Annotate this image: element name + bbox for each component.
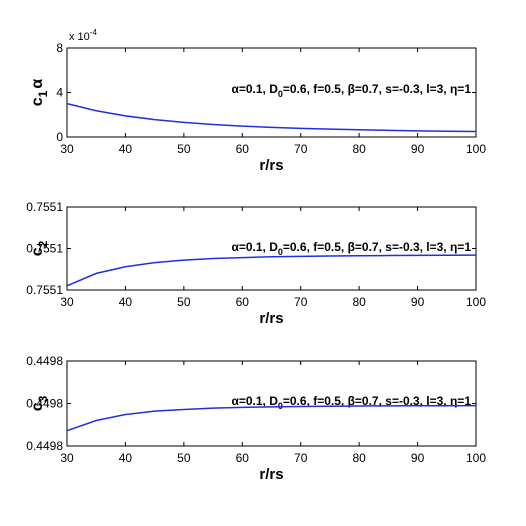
y-tick-label: 0.4498 [26,354,63,368]
x-tick-label: 40 [119,142,133,156]
parameter-annotation: α=0.1, D0=0.6, f=0.5, β=0.7, s=-0.3, l=3… [231,394,471,411]
annotation-subscript: 0 [278,247,283,257]
y-axis-label-subscript: 1 [36,90,50,97]
y-tick-label: 4 [56,86,63,100]
parameter-annotation: α=0.1, D0=0.6, f=0.5, β=0.7, s=-0.3, l=3… [231,82,471,99]
annotation-part: α=0.1, D [231,240,278,254]
series-line [66,404,477,432]
x-tick-label: 60 [236,451,250,465]
x-tick-label: 90 [411,295,425,309]
x-tick-label: 30 [60,295,74,309]
y-axis-label-subscript: 3 [36,395,50,402]
y-tick-label: 0.7551 [26,200,63,214]
annotation-subscript: 0 [278,89,283,99]
series-line [66,102,477,133]
annotation-part: α=0.1, D [231,82,278,96]
y-tick-label: 8 [56,41,63,55]
annotation-part: α=0.1, D [231,394,278,408]
x-tick-label: 50 [177,295,191,309]
annotation-subscript: 0 [278,401,283,411]
y-multiplier: x 10-4 [69,28,97,43]
annotation-part: =0.6, f=0.5, β=0.7, s=-0.3, l=3, η=1 [283,240,471,254]
parameter-annotation: α=0.1, D0=0.6, f=0.5, β=0.7, s=-0.3, l=3… [231,240,471,257]
y-axis-label-suffix: α [29,79,46,89]
annotation-part: =0.6, f=0.5, β=0.7, s=-0.3, l=3, η=1 [283,82,471,96]
series-line [66,254,477,287]
x-tick-label: 50 [177,451,191,465]
y-axis-label-main: c [29,247,46,256]
x-tick-label: 40 [119,451,133,465]
x-tick-label: 90 [411,451,425,465]
y-axis-label: c2 [29,240,50,256]
x-tick-label: 80 [352,451,366,465]
x-tick-label: 90 [411,142,425,156]
x-tick-label: 70 [294,295,308,309]
x-tick-label: 80 [352,142,366,156]
x-tick-label: 100 [466,142,486,156]
x-tick-label: 70 [294,142,308,156]
y-multiplier-base: x 10 [69,31,90,43]
y-axis-label: c1α [29,79,50,107]
x-axis-label: r/rs [259,466,283,483]
y-tick-label: 0.7551 [26,242,63,256]
y-axis-label-main: c [29,402,46,411]
y-tick-label: 0 [56,130,63,144]
y-axis-label-subscript: 2 [36,240,50,247]
x-tick-label: 60 [236,142,250,156]
x-tick-label: 60 [236,295,250,309]
x-tick-label: 40 [119,295,133,309]
y-tick-label: 0.4498 [26,397,63,411]
y-axis-label: c3 [29,395,50,411]
x-axis-label: r/rs [259,157,283,174]
x-tick-label: 80 [352,295,366,309]
x-tick-label: 100 [466,451,486,465]
chart-panel-3: 30 40 50 60 70 80 90 1000.44980.44980.4498r/rsc… [26,354,486,483]
x-tick-label: 70 [294,451,308,465]
chart-panel-2: 30 40 50 60 70 80 90 100 0.7551 0.7551 0.7551 r/rs c… [26,200,486,327]
y-axis-label-main: c [29,97,46,106]
annotation-part: =0.6, f=0.5, β=0.7, s=-0.3, l=3, η=1 [283,394,471,408]
y-multiplier-exponent: -4 [90,28,98,37]
x-tick-label: 50 [177,142,191,156]
x-tick-label: 100 [466,295,486,309]
x-tick-label: 30 [60,451,74,465]
x-axis-label: r/rs [259,310,283,327]
y-tick-label: 0.4498 [26,439,63,453]
x-tick-label: 30 [60,142,74,156]
chart-panel-1: 30 40 50 60 70 80 90 100 0 4 8 x 10-4 r/rs c1α α=0.1, … [29,28,486,174]
y-tick-label: 0.7551 [26,283,63,297]
